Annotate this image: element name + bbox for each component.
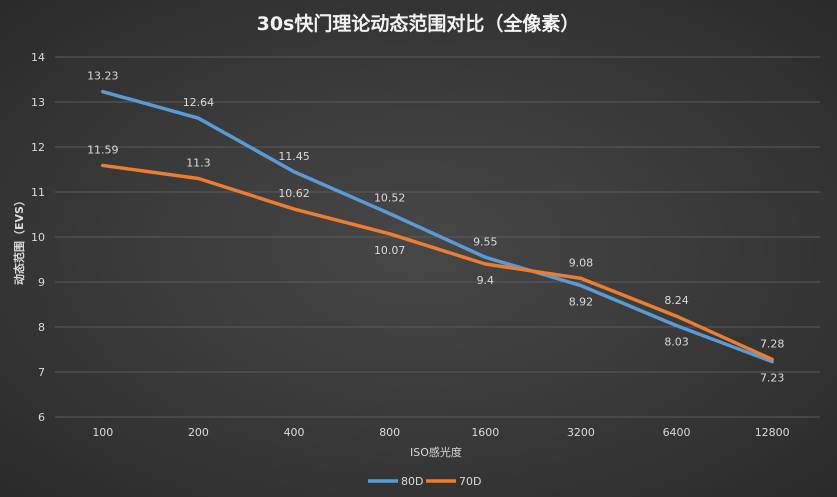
- data-label-80D: 7.23: [760, 372, 785, 385]
- x-axis-label: ISO感光度: [410, 445, 462, 459]
- y-tick-label: 14: [31, 51, 45, 64]
- legend-label-70D: 70D: [459, 475, 481, 488]
- y-tick-label: 9: [38, 276, 45, 289]
- data-label-70D: 8.24: [664, 294, 689, 307]
- data-label-80D: 8.92: [569, 296, 594, 309]
- x-tick-label: 200: [188, 426, 209, 439]
- series-line-70D: [101, 163, 774, 362]
- chart-title: 30s快门理论动态范围对比（全像素）: [257, 12, 580, 35]
- y-tick-label: 6: [38, 411, 45, 424]
- data-label-80D: 11.45: [278, 150, 310, 163]
- x-tick-label: 400: [284, 426, 305, 439]
- y-axis-label: 动态范围（EVS）: [12, 195, 26, 285]
- data-label-80D: 10.52: [374, 192, 406, 205]
- x-tick-label: 6400: [663, 426, 691, 439]
- x-tick-label: 100: [92, 426, 113, 439]
- data-label-80D: 8.03: [664, 336, 689, 349]
- y-tick-label: 10: [31, 231, 45, 244]
- legend-label-80D: 80D: [401, 475, 423, 488]
- x-tick-label: 3200: [567, 426, 595, 439]
- data-label-70D: 10.62: [278, 187, 310, 200]
- y-tick-label: 11: [31, 186, 45, 199]
- data-label-70D: 9.4: [477, 274, 495, 287]
- data-label-80D: 12.64: [183, 96, 215, 109]
- y-tick-label: 13: [31, 96, 45, 109]
- y-tick-label: 8: [38, 321, 45, 334]
- x-tick-label: 12800: [755, 426, 790, 439]
- data-label-80D: 13.23: [87, 70, 119, 83]
- series-line-80D: [101, 89, 774, 364]
- x-tick-label: 1600: [471, 426, 499, 439]
- data-label-70D: 7.28: [760, 337, 785, 350]
- y-tick-label: 7: [38, 366, 45, 379]
- data-label-70D: 11.59: [87, 143, 119, 156]
- data-label-70D: 9.08: [569, 256, 594, 269]
- x-tick-label: 800: [379, 426, 400, 439]
- data-label-80D: 9.55: [473, 235, 498, 248]
- data-label-70D: 10.07: [374, 244, 406, 257]
- y-tick-label: 12: [31, 141, 45, 154]
- data-label-70D: 11.3: [186, 157, 211, 170]
